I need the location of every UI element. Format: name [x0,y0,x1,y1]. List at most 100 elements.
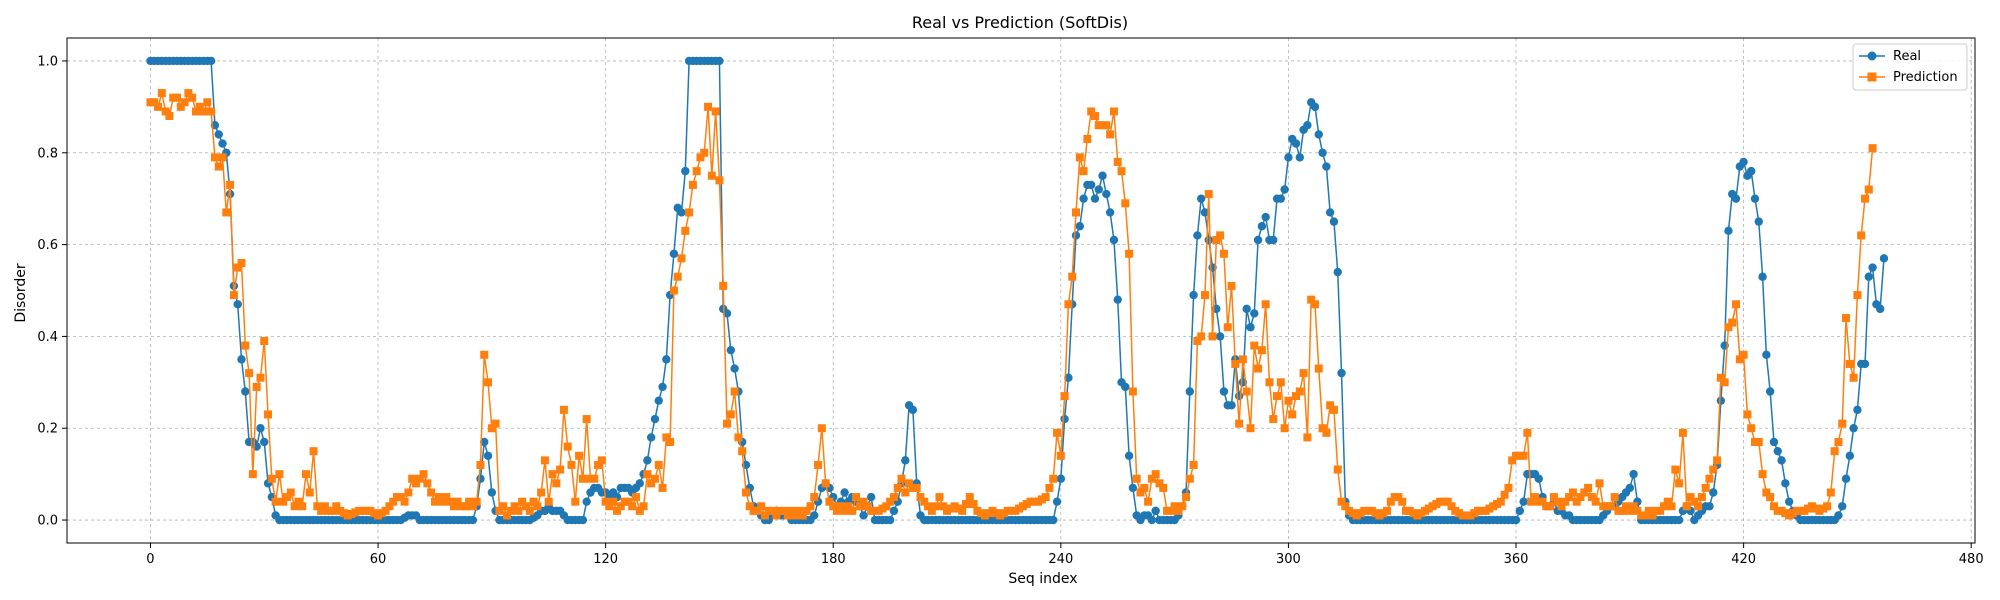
prediction-point [1591,497,1600,506]
prediction-point [635,506,644,515]
series-prediction [146,89,1877,520]
prediction-point [491,419,500,428]
prediction-point [639,502,648,511]
prediction-point [1053,428,1062,437]
prediction-point [901,488,910,497]
real-point [1052,497,1062,506]
prediction-point [1045,483,1054,492]
prediction-point [385,502,394,511]
real-point [256,424,265,433]
real-point [1849,424,1858,433]
prediction-point [1322,428,1331,437]
prediction-point [924,502,933,511]
prediction-point [628,502,637,511]
prediction-point [916,493,925,502]
real-point [1739,157,1748,167]
legend-real-marker [1867,51,1877,61]
real-point [1724,226,1733,236]
real-point [1242,304,1251,314]
prediction-point [817,424,826,433]
real-point [654,396,663,405]
prediction-point [1622,502,1631,511]
real-point [1838,502,1847,511]
prediction-point [548,470,557,479]
prediction-point [294,497,303,506]
prediction-point [218,153,227,162]
real-point [1121,382,1130,392]
real-point [1519,497,1528,506]
real-point [1329,217,1339,226]
series-layer [146,56,1889,525]
real-point [681,166,690,176]
prediction-point [1747,424,1756,433]
prediction-point [465,497,474,506]
real-point [1314,130,1323,139]
prediction-point [381,506,390,515]
real-point [206,56,216,66]
prediction-point [1394,493,1403,502]
real-point [1337,368,1346,378]
prediction-point [1113,157,1122,166]
prediction-point [795,506,804,515]
prediction-point [1064,300,1073,309]
prediction-point [605,502,614,511]
prediction-point [1686,493,1695,502]
real-point [1064,373,1073,382]
prediction-point [760,511,769,520]
real-point [1875,304,1885,314]
prediction-point [252,382,261,391]
real-point [1845,451,1855,460]
prediction-point [567,460,576,469]
real-point [1853,405,1862,415]
prediction-point [1504,483,1513,492]
prediction-point [814,460,823,469]
real-point [1269,235,1278,245]
real-point [241,387,250,396]
prediction-point [1087,107,1096,116]
real-point [1758,272,1767,281]
real-point [1515,506,1525,516]
prediction-point [559,405,568,414]
prediction-point [446,497,455,506]
prediction-point [301,470,310,479]
legend-real-label: Real [1893,49,1921,64]
real-point [901,456,910,465]
real-point [1754,217,1763,226]
prediction-point [468,502,477,511]
prediction-point [726,410,735,419]
prediction-point [730,387,739,396]
real-point [1234,391,1244,401]
prediction-point [1671,465,1680,474]
prediction-point [1508,456,1517,465]
real-point [468,515,478,525]
prediction-point [237,258,246,267]
real-point [480,437,489,447]
prediction-point [1227,281,1236,290]
real-point [1060,414,1069,424]
prediction-point [1299,369,1308,378]
prediction-point [264,410,273,419]
prediction-point [1766,493,1775,502]
prediction-point [1174,506,1183,515]
prediction-point [195,102,204,111]
prediction-point [1860,194,1869,203]
prediction-point [715,176,724,185]
prediction-point [529,497,538,506]
prediction-point [1709,465,1718,474]
y-tick-label: 1.0 [37,54,58,69]
real-point [214,130,223,139]
prediction-point [1250,341,1259,350]
prediction-point [912,483,921,492]
prediction-point [1269,415,1278,424]
prediction-point [920,497,929,506]
prediction-point [787,506,796,515]
prediction-point [157,89,166,98]
real-point [1227,401,1236,410]
x-axis-label: Seq index [1008,571,1077,587]
prediction-point [1102,121,1111,130]
real-point [1246,323,1255,332]
real-point [1868,263,1877,272]
real-point [1716,396,1726,405]
prediction-point [677,254,686,263]
prediction-point [275,470,284,479]
